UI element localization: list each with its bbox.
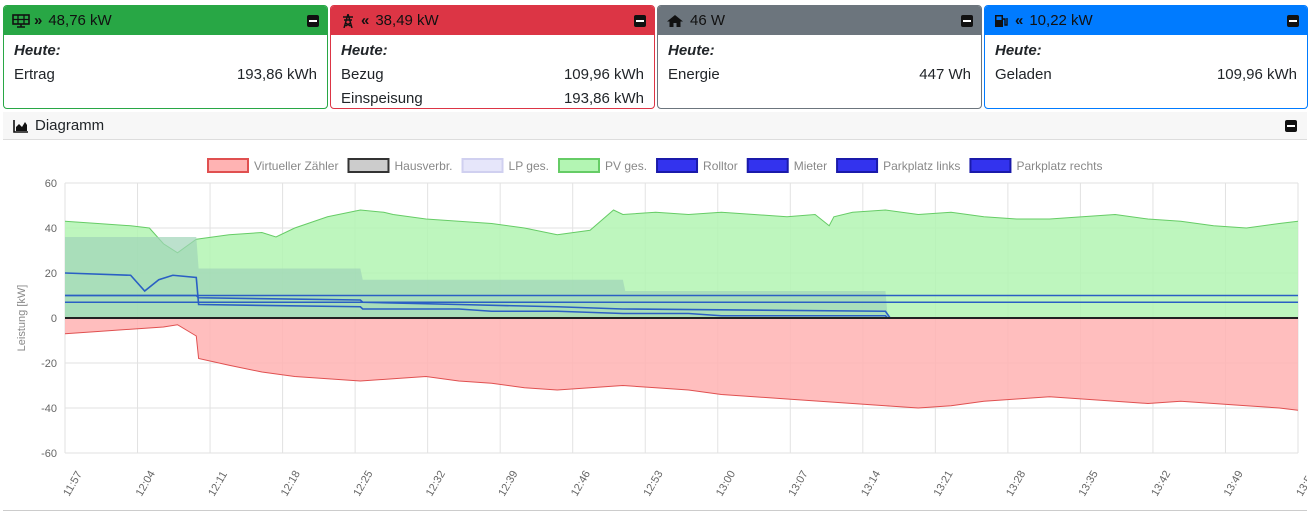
pv-card-header[interactable]: » 48,76 kW: [4, 6, 327, 35]
row-value: 193,86 kWh: [236, 66, 317, 83]
list-item: Energie 447 Wh: [668, 63, 971, 87]
x-tick-label: 12:32: [424, 469, 448, 499]
list-item: Bezug 109,96 kWh: [341, 63, 644, 87]
series-line: [64, 324, 1299, 411]
x-tick-label: 13:49: [1222, 469, 1246, 499]
charge-card: « 10,22 kW Heute: Geladen 109,96 kWh: [984, 5, 1308, 109]
row-value: 193,86 kWh: [563, 90, 644, 107]
legend-label: LP ges.: [509, 159, 549, 173]
home-icon: [666, 14, 684, 28]
y-tick-label: -40: [41, 403, 57, 415]
today-label: Heute:: [14, 42, 61, 59]
today-label: Heute:: [995, 42, 1042, 59]
row-value: 447 Wh: [919, 66, 971, 83]
legend-label: Virtueller Zähler: [254, 159, 338, 173]
row-label: Einspeisung: [341, 90, 423, 107]
charge-card-title: 10,22 kW: [1029, 12, 1093, 29]
x-tick-label: 12:18: [279, 469, 303, 499]
double-left-arrow-icon: «: [361, 12, 370, 29]
legend-label: Parkplatz links: [883, 159, 960, 173]
list-item: Ertrag 193,86 kWh: [14, 63, 317, 87]
legend-swatch: [461, 158, 504, 173]
x-tick-label: 12:39: [496, 469, 520, 499]
x-tick-label: 13:00: [714, 469, 738, 499]
y-axis-label: Leistung [kW]: [16, 285, 28, 352]
x-tick-label: 12:04: [134, 469, 158, 499]
x-tick-label: 13:07: [786, 469, 810, 499]
row-label: Energie: [668, 66, 720, 83]
x-tick-label: 12:11: [206, 469, 230, 498]
legend-label: Mieter: [794, 159, 827, 173]
legend-swatch: [558, 158, 600, 173]
x-tick-label: 13:42: [1149, 469, 1173, 499]
x-tick-label: 12:53: [641, 469, 665, 499]
minus-square-icon[interactable]: [1287, 14, 1299, 27]
row-value: 109,96 kWh: [563, 66, 644, 83]
x-tick-label: 13:21: [932, 469, 956, 499]
today-label: Heute:: [341, 42, 388, 59]
y-tick-label: 40: [45, 223, 57, 235]
diagram-title: Diagramm: [35, 117, 105, 134]
pv-card: » 48,76 kW Heute: Ertrag 193,86 kWh: [3, 5, 328, 109]
power-tower-icon: [339, 13, 357, 28]
legend-swatch: [656, 158, 699, 173]
minus-square-icon[interactable]: [307, 14, 319, 27]
house-card: 46 W Heute: Energie 447 Wh: [657, 5, 982, 109]
y-tick-label: -60: [41, 448, 57, 460]
today-label: Heute:: [668, 42, 715, 59]
y-tick-label: 20: [45, 268, 57, 280]
house-card-header[interactable]: 46 W: [658, 6, 981, 35]
x-tick-label: 13:35: [1077, 469, 1101, 499]
minus-square-icon[interactable]: [1285, 119, 1297, 132]
minus-square-icon[interactable]: [634, 14, 646, 27]
list-item: Geladen 109,96 kWh: [995, 63, 1297, 87]
legend-label: Rolltor: [703, 159, 738, 173]
minus-square-icon[interactable]: [961, 14, 973, 27]
diagram-header[interactable]: Diagramm: [3, 112, 1307, 140]
solar-panel-icon: [12, 13, 30, 28]
x-tick-label: 11:57: [61, 469, 85, 498]
legend-swatch: [207, 158, 249, 173]
list-item: Einspeisung 193,86 kWh: [341, 87, 644, 108]
legend-label: PV ges.: [605, 159, 647, 173]
series-line: [65, 294, 1298, 319]
legend-label: Parkplatz rechts: [1016, 159, 1102, 173]
legend-swatch: [969, 158, 1012, 173]
legend-label: Hausverbr.: [394, 159, 452, 173]
double-right-arrow-icon: »: [34, 12, 43, 29]
x-tick-label: 12:46: [569, 469, 593, 499]
x-tick-label: 13:14: [859, 469, 883, 499]
legend-swatch: [347, 158, 390, 173]
legend-swatch: [746, 158, 789, 173]
series-line: [64, 209, 1299, 254]
grid-card: « 38,49 kW Heute: Bezug 109,96 kWh Einsp…: [330, 5, 655, 109]
row-label: Geladen: [995, 66, 1052, 83]
series-line: [64, 272, 1298, 319]
charge-card-header[interactable]: « 10,22 kW: [985, 6, 1307, 35]
row-value: 109,96 kWh: [1216, 66, 1297, 83]
row-label: Bezug: [341, 66, 384, 83]
legend-swatch: [836, 158, 879, 173]
power-chart: 60 40 20 0 -20 -40 -60 11:57 12:04 12:11 12:18 12:2…: [16, 158, 1307, 499]
series-area: [65, 318, 1298, 411]
grid-card-header[interactable]: « 38,49 kW: [331, 6, 654, 35]
grid-card-title: 38,49 kW: [375, 12, 439, 29]
series-area: [65, 237, 1298, 318]
x-tick-label: 13:56: [1294, 469, 1307, 499]
row-label: Ertrag: [14, 66, 55, 83]
house-card-title: 46 W: [690, 12, 726, 29]
charging-station-icon: [993, 14, 1011, 28]
y-tick-label: 0: [51, 313, 57, 325]
y-tick-label: -20: [41, 358, 57, 370]
pv-card-title: 48,76 kW: [48, 12, 112, 29]
x-tick-label: 13:28: [1004, 469, 1028, 499]
divider: [3, 510, 1307, 511]
y-tick-label: 60: [45, 178, 57, 190]
x-tick-label: 12:25: [351, 469, 375, 499]
double-left-arrow-icon: «: [1015, 12, 1024, 29]
area-chart-icon: [13, 119, 29, 133]
